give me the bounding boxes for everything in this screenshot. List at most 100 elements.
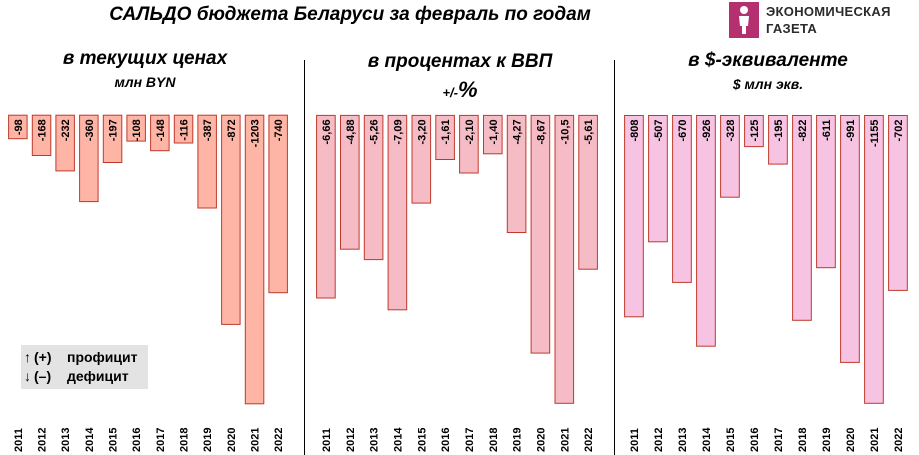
data-label-2013: -232 <box>60 119 72 141</box>
x-tick-2013: 2013 <box>60 428 72 452</box>
x-tick-2016: 2016 <box>749 428 761 452</box>
data-label-2020: -872 <box>226 119 238 141</box>
chart-panel-2: -6,66 2011 -4,88 2012 -5,26 2013 -7,09 2014 -3,2… <box>316 114 598 452</box>
logo-mark-icon <box>729 2 759 38</box>
x-tick-2020: 2020 <box>226 428 238 452</box>
x-tick-2022: 2022 <box>583 428 595 452</box>
panel-2-subtitle-unit: % <box>457 77 478 102</box>
bar-2020 <box>840 115 860 363</box>
x-tick-2021: 2021 <box>869 428 881 452</box>
down-arrow-icon: ↓ <box>24 368 31 384</box>
x-tick-2015: 2015 <box>108 428 120 452</box>
panel-1-title: в текущих ценах <box>62 48 228 69</box>
panel-3-title: в $-эквиваленте <box>688 50 848 71</box>
bar-2018 <box>483 114 503 155</box>
bar-2016 <box>126 114 146 142</box>
data-label-2019: -4,27 <box>512 119 524 144</box>
data-label-2014: -360 <box>84 119 96 141</box>
legend-surplus-label: профицит <box>67 349 138 365</box>
bar-2019 <box>816 115 836 269</box>
x-tick-2018: 2018 <box>179 428 191 452</box>
bar-2020 <box>221 114 241 325</box>
panel-2-title: в процентах к ВВП <box>367 51 553 72</box>
data-label-2019: -611 <box>821 119 833 140</box>
x-tick-2013: 2013 <box>677 428 689 452</box>
bar-2019 <box>506 114 527 233</box>
bar-2014 <box>79 114 99 203</box>
x-tick-2017: 2017 <box>773 428 785 452</box>
logo-line-1: ЭКОНОМИЧЕСКАЯ <box>766 4 891 19</box>
x-tick-2016: 2016 <box>131 428 143 452</box>
bar-2012 <box>31 114 52 156</box>
data-label-2015: -197 <box>108 119 120 141</box>
data-label-2022: -5,61 <box>583 119 595 144</box>
data-label-2014: -926 <box>701 119 713 141</box>
bar-2013 <box>55 114 75 172</box>
x-tick-2021: 2021 <box>559 428 571 452</box>
x-tick-2014: 2014 <box>392 427 404 452</box>
bar-2022 <box>578 114 598 270</box>
panel-3-subtitle: $ млн экв. <box>732 76 804 92</box>
legend-deficit: ↓ (–) дефицит <box>24 368 129 384</box>
data-label-2013: -5,26 <box>369 119 381 144</box>
bar-2015 <box>720 115 740 198</box>
data-label-2019: -387 <box>202 119 214 141</box>
chart-panel-1: -98 2011 -168 2012 -232 2013 -360 2014 -197 2015 -… <box>8 114 288 452</box>
x-tick-2011: 2011 <box>321 428 333 452</box>
x-tick-2011: 2011 <box>629 428 641 452</box>
x-tick-2013: 2013 <box>369 428 381 452</box>
data-label-2016: -1,61 <box>440 119 452 144</box>
bar-2011 <box>316 114 336 299</box>
data-label-2012: -507 <box>653 119 665 141</box>
x-tick-2012: 2012 <box>653 428 665 452</box>
bar-2016 <box>744 115 764 148</box>
data-label-2021: -1155 <box>869 119 881 147</box>
bar-2014 <box>387 114 408 311</box>
x-tick-2012: 2012 <box>37 428 49 452</box>
panel-2-subtitle: +/-% <box>310 77 610 103</box>
legend-deficit-label: дефицит <box>67 368 129 384</box>
data-label-2021: -10,5 <box>559 119 571 144</box>
bar-2017 <box>150 114 170 152</box>
x-tick-2014: 2014 <box>701 427 713 452</box>
x-tick-2022: 2022 <box>893 428 905 452</box>
data-label-2012: -4,88 <box>345 119 357 144</box>
data-label-2014: -7,09 <box>392 119 404 144</box>
data-label-2017: -148 <box>155 119 167 141</box>
x-tick-2020: 2020 <box>535 428 547 452</box>
data-label-2020: -991 <box>845 119 857 141</box>
data-label-2018: -116 <box>179 119 191 140</box>
bar-2022 <box>268 114 288 294</box>
data-label-2012: -168 <box>37 119 49 141</box>
bar-2013 <box>363 114 384 261</box>
legend: ↑ (+) профицит ↓ (–) дефицит <box>21 345 148 389</box>
bar-2021 <box>244 114 265 405</box>
data-label-2022: -702 <box>893 119 905 141</box>
bar-2011 <box>8 114 28 140</box>
x-tick-2014: 2014 <box>84 427 96 452</box>
data-label-2018: -822 <box>797 119 809 141</box>
x-tick-2017: 2017 <box>155 428 167 452</box>
bar-2012 <box>648 115 668 243</box>
logo-line-2: ГАЗЕТА <box>766 21 818 36</box>
bar-2017 <box>459 114 479 174</box>
x-tick-2011: 2011 <box>13 428 25 452</box>
data-label-2011: -808 <box>629 119 641 141</box>
bar-2018 <box>792 115 812 321</box>
x-tick-2019: 2019 <box>821 428 833 452</box>
legend-deficit-symbol: (–) <box>34 368 52 384</box>
legend-surplus: ↑ (+) профицит <box>24 349 138 365</box>
panel-1-subtitle: млн BYN <box>114 74 176 90</box>
data-label-2021: -1203 <box>250 119 262 147</box>
bar-2018 <box>173 114 194 144</box>
data-label-2020: -8,67 <box>535 119 547 144</box>
bar-2021 <box>864 115 884 404</box>
data-label-2011: -6,66 <box>321 119 333 144</box>
x-tick-2022: 2022 <box>273 428 285 452</box>
panel-2-subtitle-prefix: +/- <box>442 85 458 100</box>
bar-2015 <box>102 114 123 163</box>
main-title: САЛЬДО бюджета Беларуси за февраль по го… <box>109 4 591 25</box>
bar-2017 <box>768 115 788 165</box>
